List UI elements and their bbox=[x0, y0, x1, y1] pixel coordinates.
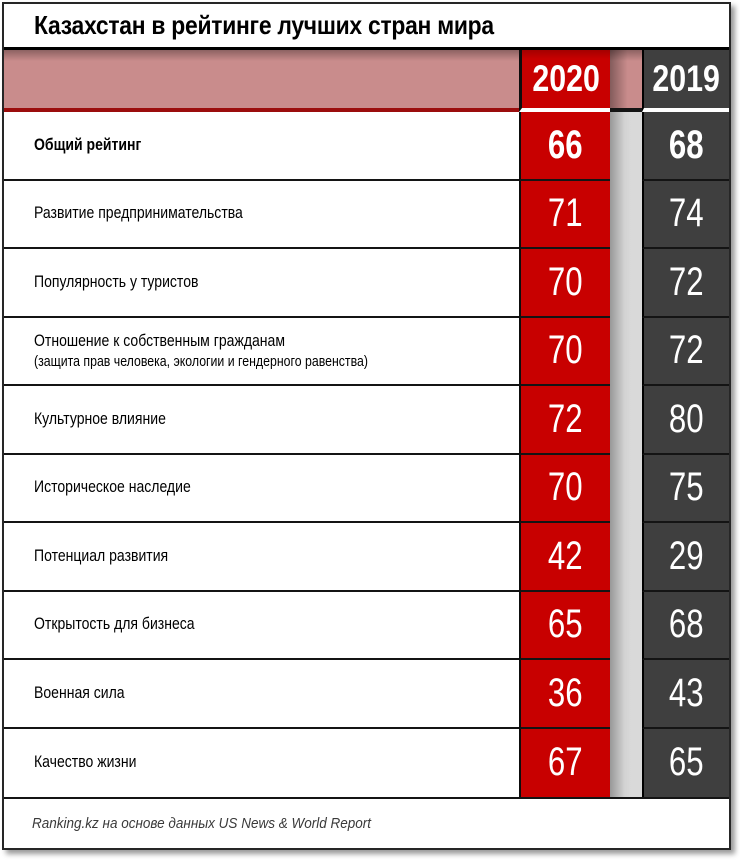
category-label-cell: Качество жизни bbox=[4, 728, 519, 797]
column-gap bbox=[610, 317, 642, 386]
category-label: Популярность у туристов bbox=[34, 272, 199, 291]
score-2019-value: 68 bbox=[669, 602, 704, 647]
score-2020-cell: 42 bbox=[519, 523, 610, 592]
category-label-cell: Культурное влияние bbox=[4, 386, 519, 455]
header-label-cell bbox=[4, 50, 519, 112]
score-2019-cell: 72 bbox=[642, 249, 729, 318]
score-2019-value: 75 bbox=[669, 465, 704, 510]
table-row: Общий рейтинг 66 68 bbox=[4, 112, 729, 181]
score-2019-value: 65 bbox=[669, 740, 704, 785]
score-2019-cell: 72 bbox=[642, 317, 729, 386]
category-label: Открытость для бизнеса bbox=[34, 615, 195, 634]
score-2019-value: 72 bbox=[669, 328, 704, 373]
category-label-cell: Отношение к собственным гражданам (защит… bbox=[4, 317, 519, 386]
category-label-cell: Популярность у туристов bbox=[4, 249, 519, 318]
score-2020-value: 42 bbox=[548, 533, 583, 578]
score-2019-cell: 65 bbox=[642, 728, 729, 797]
score-2020-value: 71 bbox=[548, 191, 583, 236]
category-label-cell: Общий рейтинг bbox=[4, 112, 519, 181]
score-2020-cell: 70 bbox=[519, 249, 610, 318]
column-gap bbox=[610, 591, 642, 660]
category-label: Потенциал развития bbox=[34, 546, 169, 565]
score-2020-value: 36 bbox=[548, 670, 583, 715]
category-label: Культурное влияние bbox=[34, 409, 166, 428]
column-gap bbox=[610, 386, 642, 455]
ranking-table-frame: Казахстан в рейтинге лучших стран мира 2… bbox=[2, 2, 731, 850]
score-2020-cell: 66 bbox=[519, 112, 610, 181]
source-attribution: Ranking.kz на основе данных US News & Wo… bbox=[32, 815, 371, 832]
score-2019-cell: 68 bbox=[642, 112, 729, 181]
score-2020-value: 65 bbox=[548, 602, 583, 647]
score-2020-cell: 65 bbox=[519, 591, 610, 660]
score-2020-value: 67 bbox=[548, 740, 583, 785]
category-label: Развитие предпринимательства bbox=[34, 204, 243, 223]
table-row: Отношение к собственным гражданам (защит… bbox=[4, 317, 729, 386]
score-2020-cell: 67 bbox=[519, 728, 610, 797]
score-2020-cell: 70 bbox=[519, 454, 610, 523]
column-header-2019: 2019 bbox=[652, 58, 721, 99]
source-footer: Ranking.kz на основе данных US News & Wo… bbox=[4, 797, 729, 848]
score-2020-cell: 36 bbox=[519, 660, 610, 729]
category-label-cell: Историческое наследие bbox=[4, 454, 519, 523]
score-2019-value: 80 bbox=[669, 396, 704, 441]
header-2020-cell: 2020 bbox=[519, 50, 610, 112]
category-label: Историческое наследие bbox=[34, 478, 191, 497]
category-label: Общий рейтинг bbox=[34, 135, 142, 154]
column-gap bbox=[610, 523, 642, 592]
score-2019-value: 74 bbox=[669, 191, 704, 236]
category-label-cell: Военная сила bbox=[4, 660, 519, 729]
category-label-cell: Развитие предпринимательства bbox=[4, 180, 519, 249]
table-row: Потенциал развития 42 29 bbox=[4, 523, 729, 592]
title-bar: Казахстан в рейтинге лучших стран мира bbox=[4, 4, 729, 50]
score-2019-value: 43 bbox=[669, 670, 704, 715]
category-sublabel: (защита прав человека, экологии и гендер… bbox=[34, 353, 368, 370]
score-2019-cell: 75 bbox=[642, 454, 729, 523]
page-title: Казахстан в рейтинге лучших стран мира bbox=[34, 10, 494, 40]
table-row: Качество жизни 67 65 bbox=[4, 728, 729, 797]
score-2019-value: 68 bbox=[669, 122, 704, 167]
score-2019-cell: 68 bbox=[642, 591, 729, 660]
score-2019-cell: 29 bbox=[642, 523, 729, 592]
column-gap bbox=[610, 728, 642, 797]
score-2019-cell: 80 bbox=[642, 386, 729, 455]
column-gap bbox=[610, 112, 642, 181]
score-2019-cell: 74 bbox=[642, 180, 729, 249]
table-row: Историческое наследие 70 75 bbox=[4, 454, 729, 523]
header-gap-cell bbox=[610, 50, 642, 112]
table-row: Культурное влияние 72 80 bbox=[4, 386, 729, 455]
table-header-row: 2020 2019 bbox=[4, 50, 729, 112]
category-label: Качество жизни bbox=[34, 753, 137, 772]
score-2020-value: 72 bbox=[548, 396, 583, 441]
score-2020-cell: 72 bbox=[519, 386, 610, 455]
score-2019-cell: 43 bbox=[642, 660, 729, 729]
category-label-cell: Открытость для бизнеса bbox=[4, 591, 519, 660]
score-2020-value: 70 bbox=[548, 465, 583, 510]
table-row: Развитие предпринимательства 71 74 bbox=[4, 180, 729, 249]
table-row: Военная сила 36 43 bbox=[4, 660, 729, 729]
category-label: Отношение к собственным гражданам bbox=[34, 331, 286, 350]
score-2020-value: 70 bbox=[548, 328, 583, 373]
score-2020-value: 66 bbox=[548, 122, 583, 167]
table-row: Популярность у туристов 70 72 bbox=[4, 249, 729, 318]
score-2020-cell: 70 bbox=[519, 317, 610, 386]
table-body: Общий рейтинг 66 68 Развитие предпринима… bbox=[4, 112, 729, 797]
column-gap bbox=[610, 454, 642, 523]
column-gap bbox=[610, 180, 642, 249]
score-2019-value: 29 bbox=[669, 533, 704, 578]
category-label: Военная сила bbox=[34, 683, 125, 702]
score-2020-cell: 71 bbox=[519, 180, 610, 249]
score-2020-value: 70 bbox=[548, 259, 583, 304]
column-header-2020: 2020 bbox=[532, 58, 600, 99]
header-2019-cell: 2019 bbox=[642, 50, 729, 112]
column-gap bbox=[610, 249, 642, 318]
score-2019-value: 72 bbox=[669, 259, 704, 304]
column-gap bbox=[610, 660, 642, 729]
table-row: Открытость для бизнеса 65 68 bbox=[4, 591, 729, 660]
category-label-cell: Потенциал развития bbox=[4, 523, 519, 592]
